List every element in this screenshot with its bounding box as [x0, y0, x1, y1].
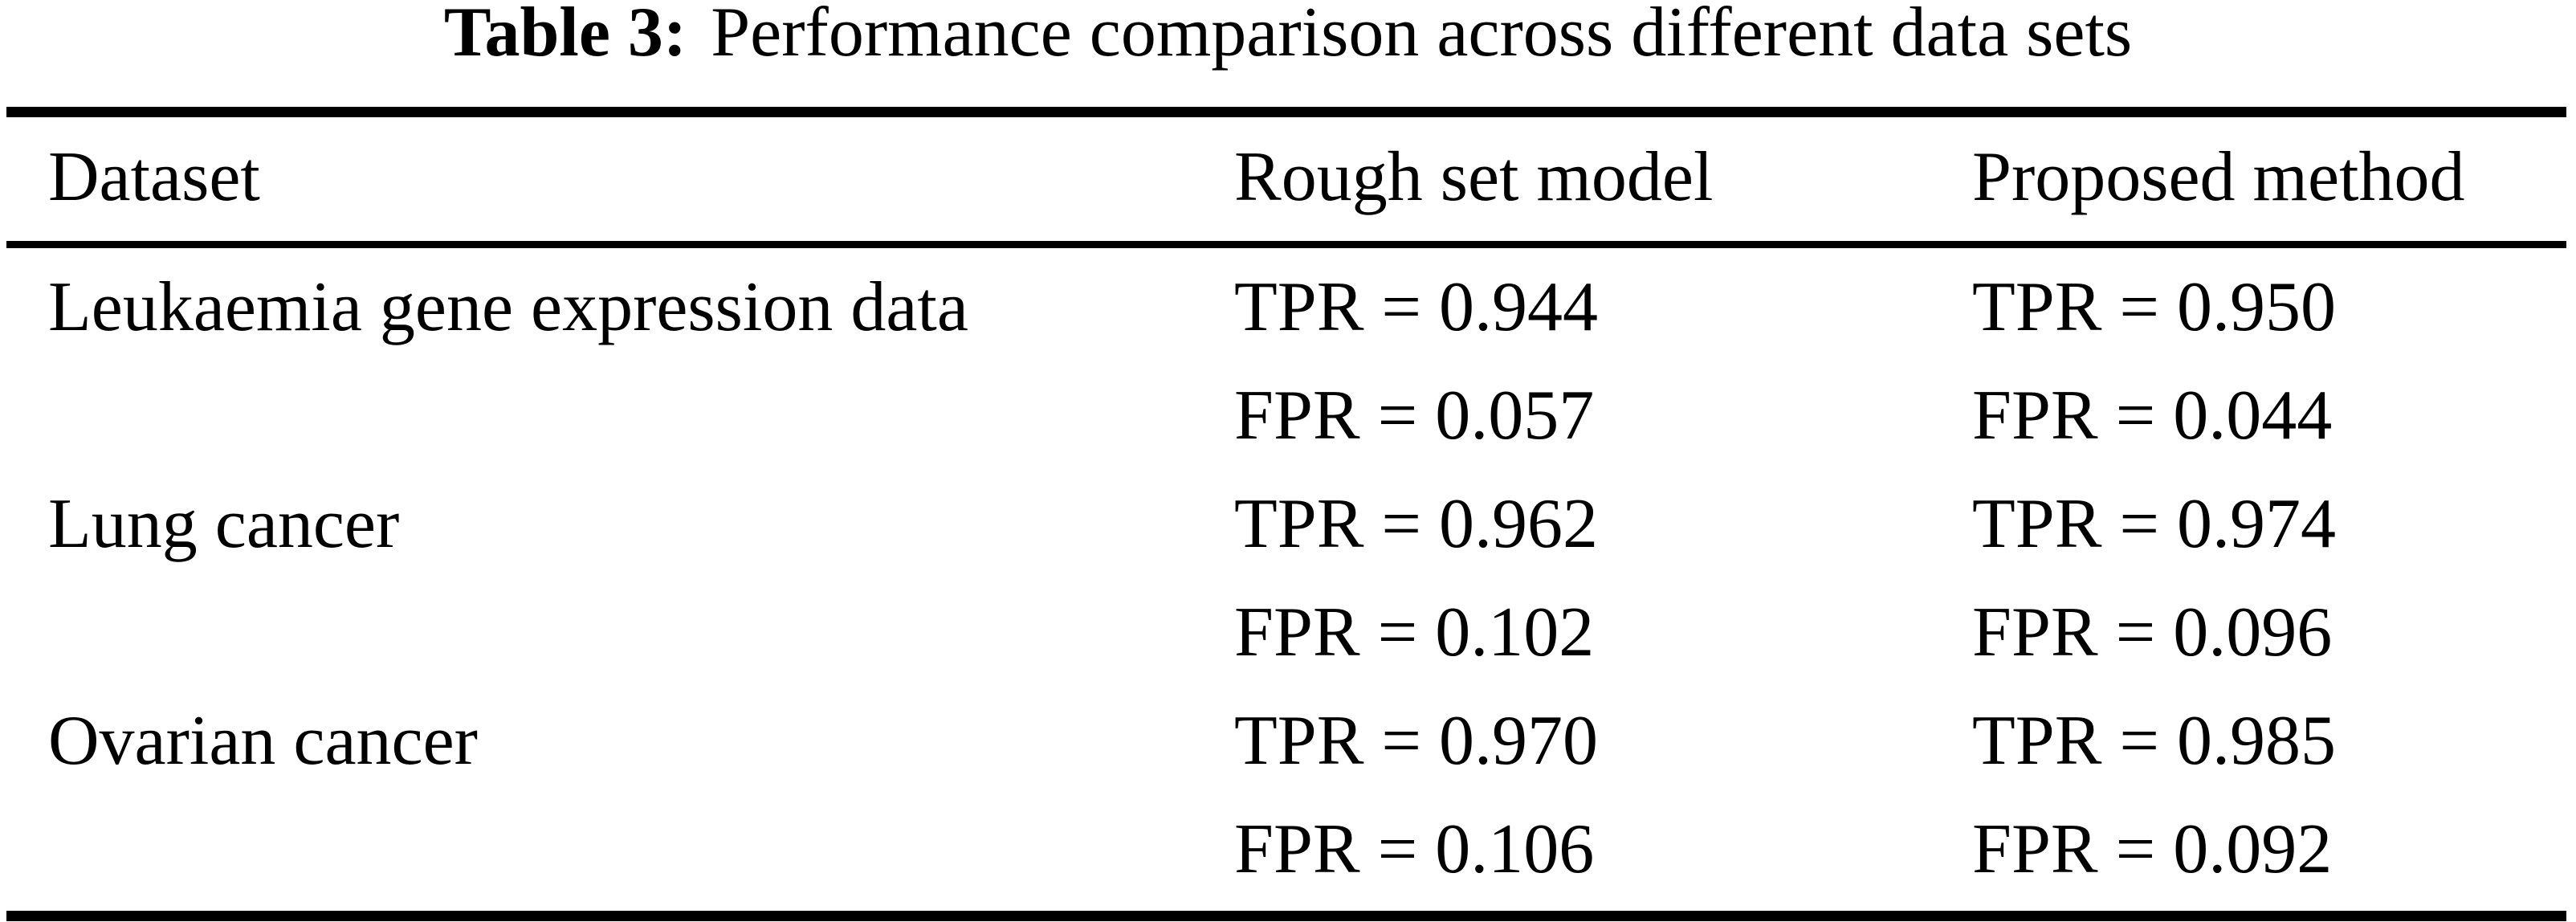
table-rule-bottom: [6, 911, 2566, 921]
column-header-proposed-method: Proposed method: [1972, 138, 2465, 216]
rough-tpr-value: TPR = 0.970: [1234, 702, 1599, 780]
proposed-fpr-value: FPR = 0.096: [1972, 594, 2333, 671]
rough-fpr-value: FPR = 0.102: [1234, 594, 1595, 671]
proposed-tpr-value: TPR = 0.974: [1972, 485, 2337, 563]
dataset-name-ovarian-cancer: Ovarian cancer: [48, 702, 478, 780]
column-header-dataset: Dataset: [48, 138, 260, 216]
proposed-tpr-value: TPR = 0.985: [1972, 702, 2337, 780]
rough-fpr-value: FPR = 0.057: [1234, 377, 1595, 455]
rough-tpr-value: TPR = 0.962: [1234, 485, 1599, 563]
rough-tpr-value: TPR = 0.944: [1234, 268, 1599, 346]
proposed-fpr-value: FPR = 0.044: [1972, 377, 2333, 455]
caption-label: Table 3:: [443, 0, 687, 71]
caption-text: Performance comparison across different …: [711, 0, 2133, 71]
table-rule-header-separator: [6, 241, 2566, 248]
dataset-name-lung-cancer: Lung cancer: [48, 485, 400, 563]
proposed-tpr-value: TPR = 0.950: [1972, 268, 2337, 346]
table-rule-top: [6, 107, 2566, 117]
table-caption: Table 3: Performance comparison across di…: [0, 0, 2576, 68]
proposed-fpr-value: FPR = 0.092: [1972, 810, 2333, 888]
column-header-rough-set-model: Rough set model: [1234, 138, 1714, 216]
rough-fpr-value: FPR = 0.106: [1234, 810, 1595, 888]
dataset-name-leukaemia: Leukaemia gene expression data: [48, 268, 968, 346]
